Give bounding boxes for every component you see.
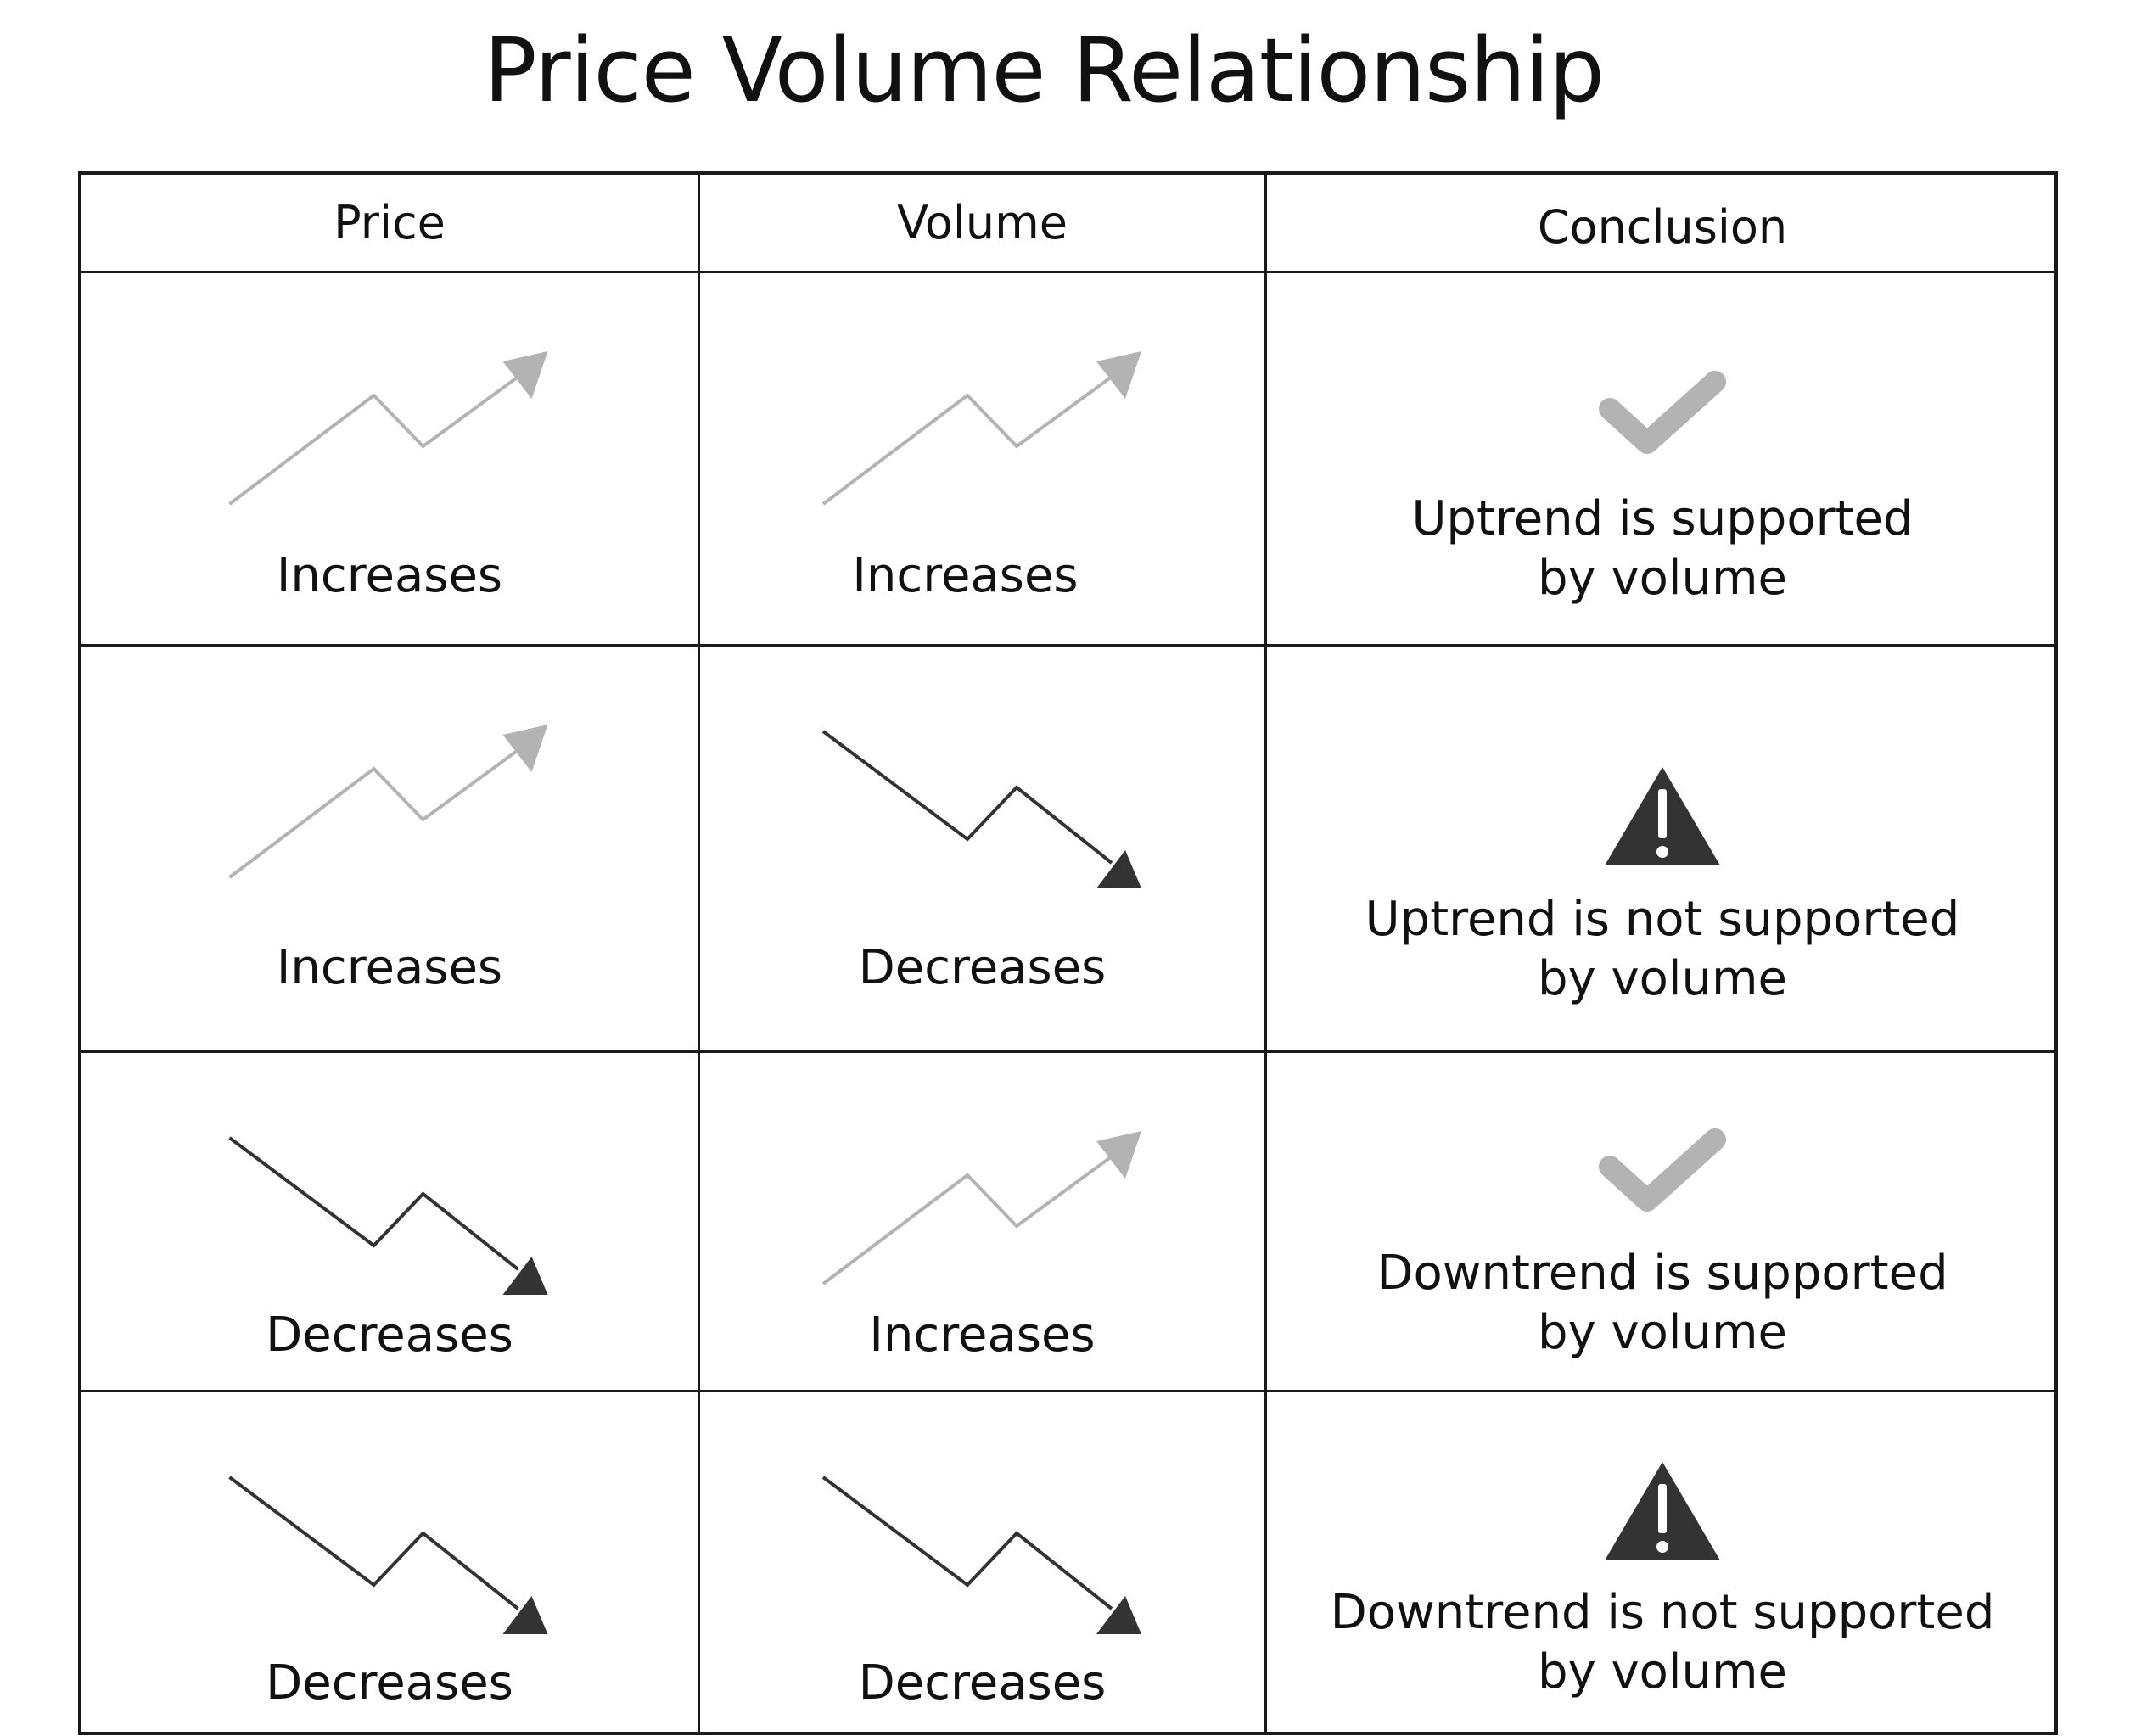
trend-down-arrow-icon — [228, 1476, 548, 1634]
column-divider — [1264, 175, 1267, 1732]
row-3-price-label: Decreases — [266, 1308, 513, 1363]
trend-line — [228, 375, 519, 506]
row-divider — [81, 271, 2054, 273]
trend-down-arrow-icon — [821, 730, 1141, 888]
row-3-conclusion-line1: Downtrend is supported — [1376, 1246, 1948, 1301]
warning-icon — [1605, 767, 1720, 865]
arrowhead — [502, 1257, 548, 1295]
row-1-volume-label: Increases — [852, 548, 1079, 603]
check-icon — [1599, 371, 1726, 454]
exclamation-dot — [1656, 846, 1668, 858]
exclamation-bar — [1658, 1484, 1667, 1533]
row-4-price-cell: Decreases — [81, 1392, 698, 1735]
row-4-conclusion-line1: Downtrend is not supported — [1330, 1585, 1995, 1640]
page-title: Price Volume Relationship — [483, 19, 1605, 122]
header-volume: Volume — [897, 196, 1068, 249]
arrowhead — [1096, 1596, 1141, 1634]
trend-up-arrow-icon — [228, 351, 548, 506]
row-divider — [81, 1390, 2054, 1392]
row-2-price-cell: Increases — [81, 647, 698, 1050]
check-mark — [1599, 1128, 1726, 1212]
trend-down-arrow-icon — [821, 1476, 1141, 1634]
check-icon — [1599, 1128, 1726, 1212]
row-1-conclusion-line1: Uptrend is supported — [1411, 491, 1914, 546]
trend-up-arrow-icon — [821, 1131, 1141, 1285]
row-4-price-label: Decreases — [266, 1655, 513, 1711]
arrowhead — [1096, 351, 1141, 399]
trend-line — [228, 1476, 519, 1610]
trend-line — [821, 1476, 1113, 1610]
trend-down-arrow-icon — [228, 1136, 548, 1295]
row-3-volume-cell: Increases — [700, 1053, 1264, 1390]
row-4-volume-cell: Decreases — [700, 1392, 1264, 1735]
arrowhead — [502, 725, 548, 772]
trend-line — [228, 1136, 519, 1271]
row-2-volume-label: Decreases — [858, 940, 1107, 995]
trend-line — [821, 375, 1113, 506]
exclamation-dot — [1656, 1541, 1668, 1553]
row-3-volume-label: Increases — [869, 1308, 1096, 1363]
arrowhead — [1096, 1131, 1141, 1179]
row-1-conclusion-cell: Uptrend is supported by volume — [1267, 273, 2058, 644]
row-divider — [81, 1050, 2054, 1053]
row-1-conclusion-line2: by volume — [1538, 551, 1787, 606]
arrowhead — [502, 1596, 548, 1634]
column-divider — [698, 175, 700, 1732]
row-2-conclusion-line1: Uptrend is not supported — [1365, 892, 1960, 947]
trend-line — [228, 748, 519, 879]
row-2-conclusion-cell: Uptrend is not supported by volume — [1267, 647, 2058, 1050]
row-2-volume-cell: Decreases — [700, 647, 1264, 1050]
trend-up-arrow-icon — [228, 725, 548, 879]
header-conclusion: Conclusion — [1537, 200, 1788, 254]
trend-line — [821, 730, 1113, 865]
price-volume-table: Price Volume Conclusion Increases Increa… — [78, 171, 2058, 1735]
row-3-price-cell: Decreases — [81, 1053, 698, 1390]
row-1-price-cell: Increases — [81, 273, 698, 644]
row-2-price-label: Increases — [276, 940, 503, 995]
check-mark — [1599, 371, 1726, 454]
arrowhead — [502, 351, 548, 399]
warning-icon — [1605, 1462, 1720, 1560]
row-4-volume-label: Decreases — [858, 1655, 1107, 1711]
row-3-conclusion-cell: Downtrend is supported by volume — [1267, 1053, 2058, 1390]
row-2-conclusion-line2: by volume — [1538, 951, 1787, 1006]
row-3-conclusion-line2: by volume — [1538, 1305, 1787, 1360]
header-price: Price — [334, 196, 446, 249]
row-4-conclusion-cell: Downtrend is not supported by volume — [1267, 1392, 2058, 1735]
row-1-price-label: Increases — [276, 548, 503, 603]
row-4-conclusion-line2: by volume — [1538, 1644, 1787, 1700]
trend-up-arrow-icon — [821, 351, 1141, 506]
row-1-volume-cell: Increases — [700, 273, 1264, 644]
row-divider — [81, 644, 2054, 647]
arrowhead — [1096, 850, 1141, 888]
exclamation-bar — [1658, 789, 1667, 838]
trend-line — [821, 1155, 1113, 1285]
